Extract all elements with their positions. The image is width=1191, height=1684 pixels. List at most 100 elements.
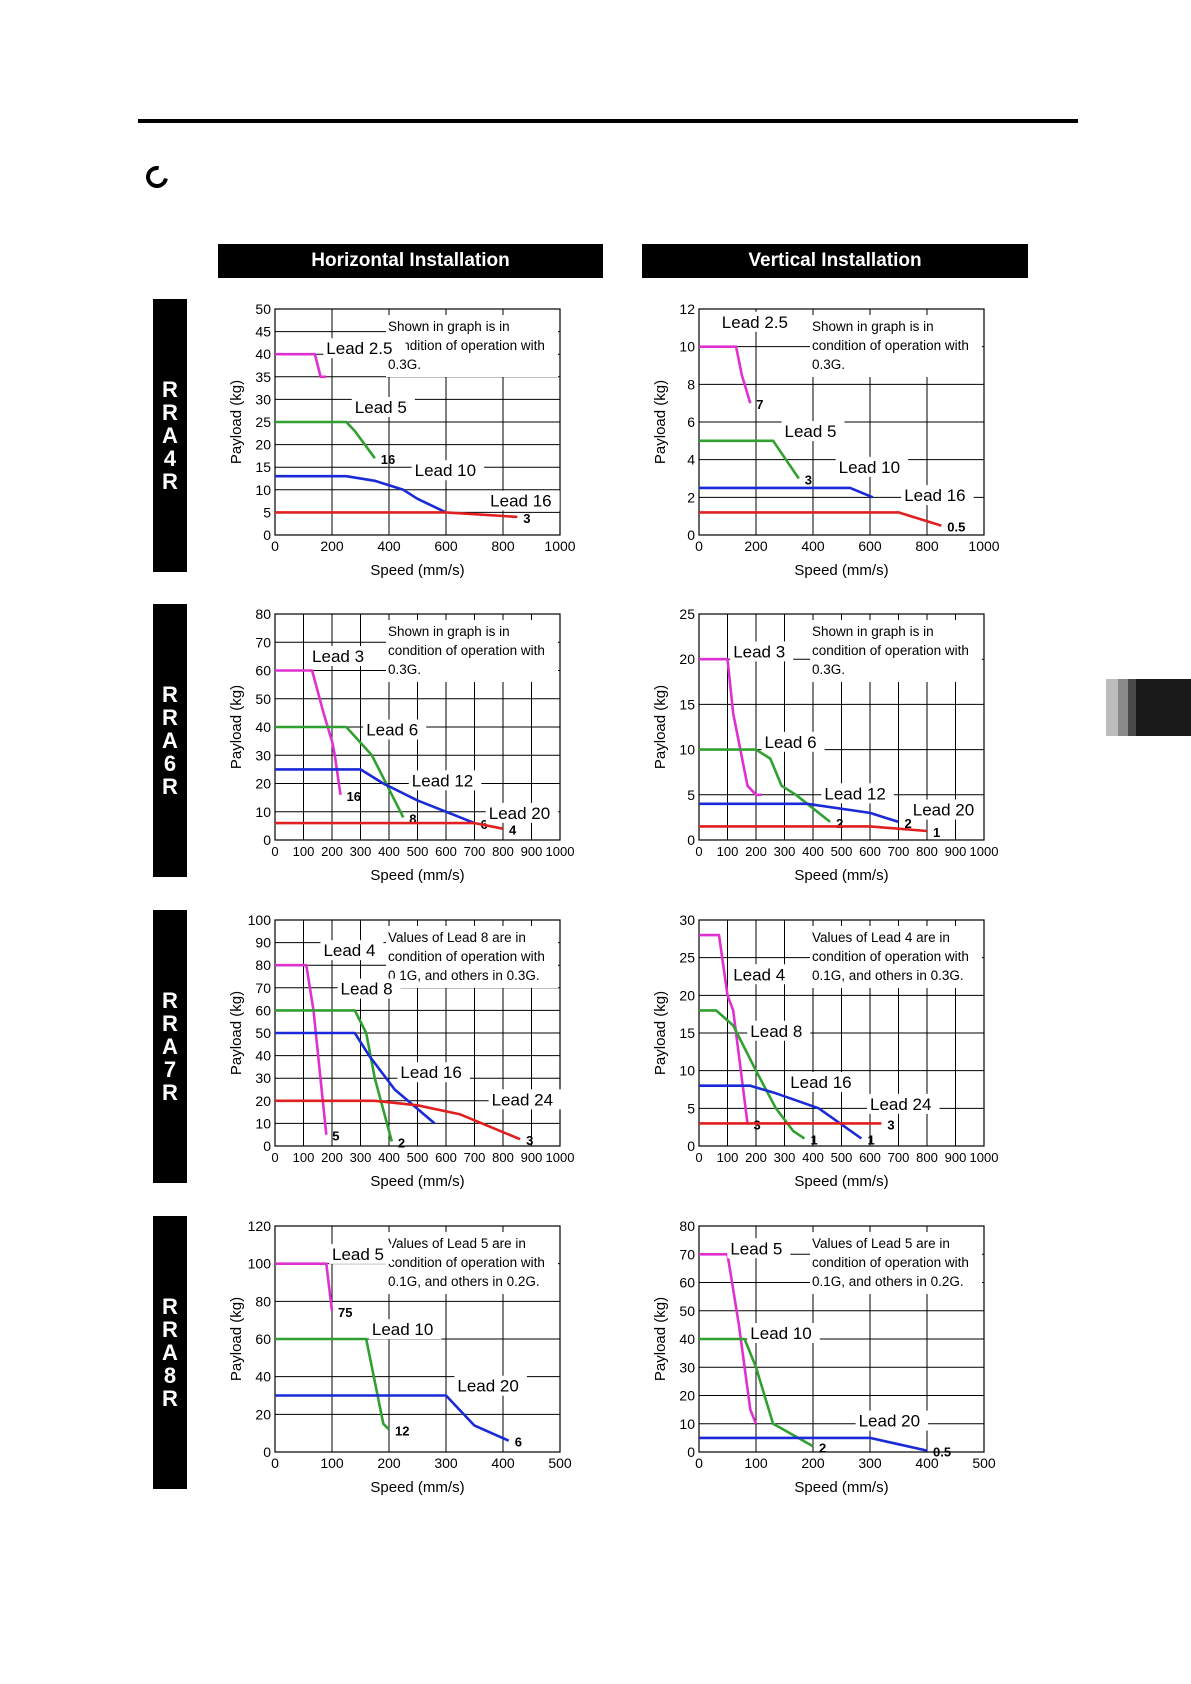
series-label-background xyxy=(730,964,794,985)
series-line xyxy=(699,657,762,797)
series-end-label: 1 xyxy=(867,1132,874,1147)
y-tick-label: 30 xyxy=(255,747,271,763)
series-line xyxy=(275,725,405,818)
x-tick-label: 300 xyxy=(350,1150,372,1165)
x-tick-label: 1000 xyxy=(544,538,575,554)
y-tick-label: 25 xyxy=(255,414,271,430)
series-end-label: 3 xyxy=(805,473,812,488)
y-tick-label: 0 xyxy=(263,832,271,848)
x-tick-label: 600 xyxy=(858,538,882,554)
chart-rra7r-horizontal: 0 100 200 300 400 500 600 700 800 900 1000 0 10 20 30 4… xyxy=(228,912,575,1190)
series-line xyxy=(275,352,327,379)
series-label-background xyxy=(309,646,373,667)
y-tick-label: 0 xyxy=(687,1138,695,1154)
series-label-background xyxy=(487,490,560,511)
note-line: condition of operation with xyxy=(812,643,969,658)
series-line xyxy=(699,748,831,823)
x-tick-label: 200 xyxy=(801,1455,825,1471)
y-tick-label: 20 xyxy=(255,437,271,453)
note-line: Shown in graph is in xyxy=(388,319,510,334)
y-tick-label: 90 xyxy=(255,935,271,951)
series-end-label: 3 xyxy=(753,1117,760,1132)
series-line xyxy=(699,1436,928,1452)
note-background xyxy=(386,315,558,377)
y-tick-label: 10 xyxy=(255,1115,271,1131)
series-label-background xyxy=(323,338,406,359)
series-label-background xyxy=(329,1243,392,1264)
series-name-label: Lead 10 xyxy=(750,1324,811,1343)
x-axis-label: Speed (mm/s) xyxy=(370,867,464,884)
plot-frame xyxy=(698,308,985,536)
note-line: 0.3G. xyxy=(812,662,845,677)
series-line xyxy=(699,825,928,833)
y-tick-label: 20 xyxy=(679,987,695,1003)
series-line xyxy=(699,439,800,480)
series-name-label: Lead 6 xyxy=(366,720,418,739)
y-tick-label: 80 xyxy=(255,1293,271,1309)
x-tick-label: 500 xyxy=(831,844,853,859)
y-tick-label: 0 xyxy=(687,832,695,848)
y-tick-label: 70 xyxy=(255,980,271,996)
series-end-label: 0.5 xyxy=(933,1445,951,1460)
y-tick-label: 10 xyxy=(679,339,695,355)
series-line xyxy=(699,1252,758,1425)
series-name-label: Lead 20 xyxy=(913,801,974,820)
y-tick-label: 6 xyxy=(687,414,695,430)
y-tick-label: 0 xyxy=(263,1444,271,1460)
chart-rra8r-vertical: 0 100 200 300 400 500 0 10 20 30 40 50 60 70 80 Speed (… xyxy=(652,1218,996,1496)
note-line: condition of operation with xyxy=(812,949,969,964)
x-tick-label: 200 xyxy=(745,844,767,859)
series-end-label: 8 xyxy=(409,811,416,826)
note-background xyxy=(386,1232,558,1294)
model-label-rra7r: RRA7R xyxy=(153,910,187,1183)
x-tick-label: 1000 xyxy=(546,1150,575,1165)
y-tick-label: 15 xyxy=(255,459,271,475)
series-label-background xyxy=(320,940,384,961)
y-tick-label: 40 xyxy=(255,719,271,735)
x-tick-label: 200 xyxy=(321,844,343,859)
x-axis-label: Speed (mm/s) xyxy=(794,1479,888,1496)
y-tick-label: 40 xyxy=(679,1331,695,1347)
series-label-background xyxy=(363,719,427,740)
series-end-label: 2 xyxy=(836,816,843,831)
x-tick-label: 700 xyxy=(464,1150,486,1165)
series-label-background xyxy=(821,783,894,804)
x-tick-label: 500 xyxy=(972,1455,996,1471)
note-line: 0.3G. xyxy=(388,357,421,372)
series-label-background xyxy=(855,1410,929,1431)
y-tick-label: 0 xyxy=(687,1444,695,1460)
series-line xyxy=(275,768,475,825)
note-line: condition of operation with xyxy=(812,338,969,353)
x-tick-label: 0 xyxy=(695,1455,703,1471)
x-tick-label: 200 xyxy=(377,1455,401,1471)
y-tick-label: 80 xyxy=(255,957,271,973)
series-line xyxy=(275,1009,394,1142)
series-line xyxy=(699,511,942,527)
note-line: condition of operation with xyxy=(388,338,545,353)
series-line xyxy=(699,1084,863,1140)
x-tick-label: 700 xyxy=(888,1150,910,1165)
y-tick-label: 80 xyxy=(679,1218,695,1234)
note-line: 0.1G, and others in 0.3G. xyxy=(812,968,964,983)
note-background xyxy=(810,620,982,682)
series-end-label: 2 xyxy=(398,1135,405,1150)
series-line xyxy=(275,963,328,1135)
y-axis-label: Payload (kg) xyxy=(652,1297,669,1381)
x-tick-label: 100 xyxy=(320,1455,344,1471)
series-label-background xyxy=(488,1089,562,1110)
series-line xyxy=(275,1099,521,1141)
x-tick-label: 200 xyxy=(320,538,344,554)
series-label-background xyxy=(368,1319,442,1340)
y-tick-label: 15 xyxy=(679,696,695,712)
y-tick-label: 70 xyxy=(255,634,271,650)
series-label-background xyxy=(337,978,401,999)
x-tick-label: 800 xyxy=(916,844,938,859)
x-axis-label: Speed (mm/s) xyxy=(370,562,464,579)
series-name-label: Lead 8 xyxy=(750,1022,802,1041)
series-label-background xyxy=(835,456,909,477)
x-tick-label: 100 xyxy=(744,1455,768,1471)
note-line: condition of operation with xyxy=(388,1255,545,1270)
series-end-label: 3 xyxy=(887,1117,894,1132)
note-line: 0.1G, and others in 0.2G. xyxy=(388,1274,540,1289)
series-label-background xyxy=(485,802,559,823)
